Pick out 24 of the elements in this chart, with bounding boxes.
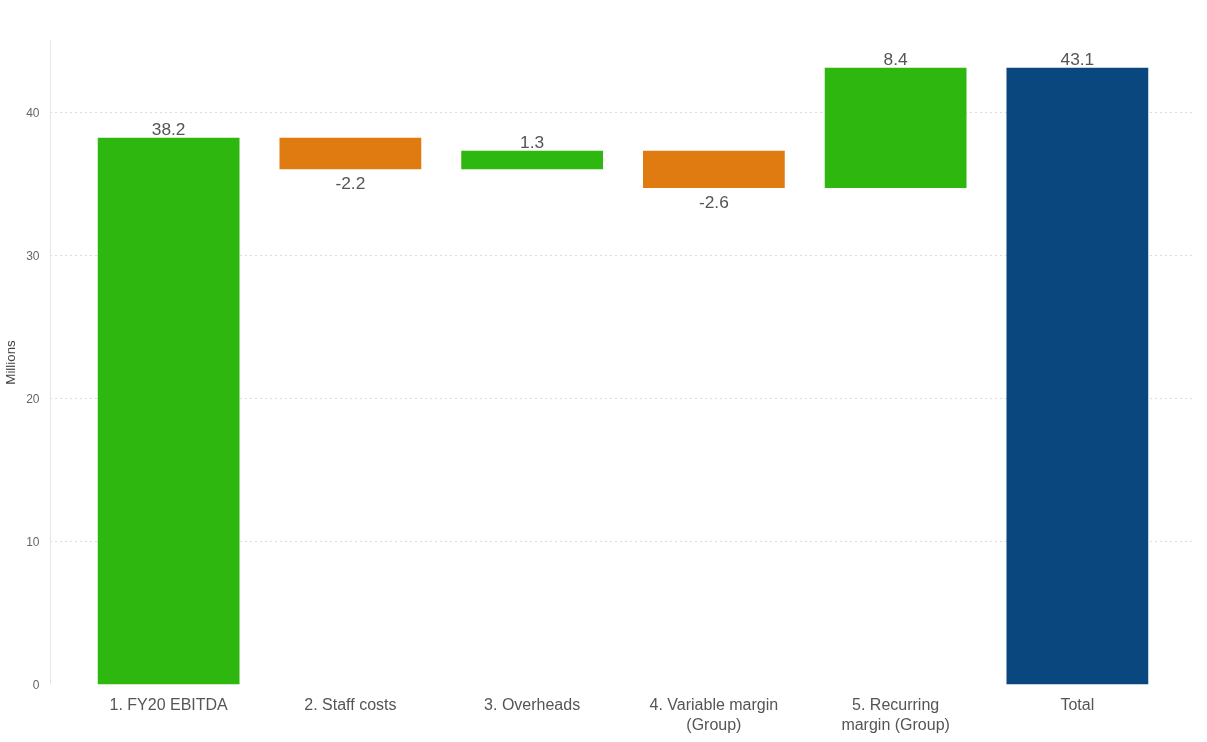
bar — [97, 137, 240, 685]
y-tick-label: 30 — [26, 248, 40, 263]
bar — [1006, 67, 1149, 685]
data-label: 1.3 — [520, 131, 545, 152]
x-tick-label: 1. FY20 EBITDA — [109, 695, 229, 713]
data-label: 43.1 — [1060, 48, 1095, 69]
y-tick-label: 10 — [26, 534, 40, 549]
y-tick-label: 40 — [26, 105, 40, 120]
bar — [279, 137, 422, 170]
data-label: 8.4 — [883, 48, 909, 69]
data-label: -2.2 — [335, 173, 366, 194]
bar — [824, 67, 967, 188]
data-label: -2.6 — [698, 191, 729, 212]
bar — [642, 150, 785, 188]
data-label: 38.2 — [151, 118, 186, 139]
y-axis-title: Millions — [3, 339, 19, 385]
x-tick-label: 2. Staff costs — [304, 695, 397, 713]
y-tick-label: 20 — [26, 391, 40, 406]
x-tick-label: Total — [1060, 695, 1095, 713]
x-tick-label: 3. Overheads — [484, 695, 581, 713]
x-tick-label: 5. Recurring margin (Group) — [841, 695, 950, 733]
x-tick-label: 4. Variable margin (Group) — [649, 695, 779, 733]
bar — [461, 150, 604, 170]
y-tick-label: 0 — [32, 678, 40, 692]
